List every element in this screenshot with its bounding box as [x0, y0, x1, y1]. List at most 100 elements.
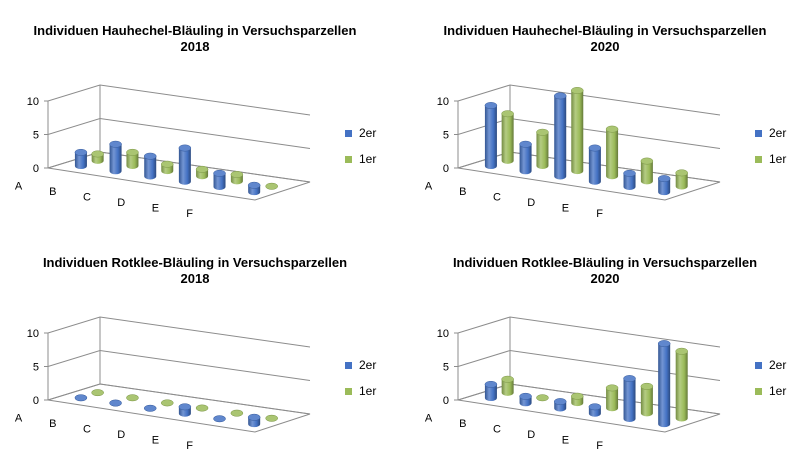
x-tick-label: F: [596, 208, 603, 220]
legend-label: 1er: [359, 152, 376, 166]
chart-panel-3: Individuen Rotklee-Bläuling in Versuchsp…: [15, 255, 377, 452]
bar-1er-D: [195, 404, 209, 412]
x-tick-label: E: [152, 203, 159, 215]
legend-label: 1er: [359, 384, 376, 398]
x-tick-label: E: [152, 435, 159, 447]
x-tick-label: D: [527, 429, 535, 441]
bar-1er-A: [91, 150, 104, 164]
y-tick-label: 0: [33, 163, 39, 175]
bar-1er-E: [640, 157, 654, 185]
x-tick-label: D: [117, 197, 125, 209]
y-tick-label: 5: [443, 130, 449, 142]
bar-2er-B: [519, 140, 532, 175]
y-tick-label: 5: [33, 130, 39, 142]
bar-1er-D: [605, 384, 619, 412]
bar-1er-D: [195, 165, 209, 180]
bar-2er-D: [178, 403, 192, 417]
y-tick-label: 10: [437, 96, 449, 108]
x-tick-label: A: [15, 413, 23, 425]
bar-2er-C: [143, 152, 157, 180]
bar-2er-D: [178, 144, 192, 185]
legend-swatch: [345, 156, 352, 163]
x-tick-label: D: [117, 429, 125, 441]
bar-1er-F: [265, 414, 278, 422]
bar-2er-F: [657, 175, 671, 196]
bar-2er-C: [553, 398, 567, 412]
legend-swatch: [755, 362, 762, 369]
chart-subtitle: 2018: [181, 39, 210, 54]
gridline: [44, 349, 311, 381]
chart-panel-4: Individuen Rotklee-Bläuling in Versuchsp…: [425, 255, 787, 452]
bar-1er-E: [230, 409, 244, 417]
gridline: [454, 316, 721, 348]
chart-title: Individuen Rotklee-Bläuling in Versuchsp…: [43, 255, 347, 270]
chart-subtitle: 2018: [181, 271, 210, 286]
x-tick-label: C: [493, 192, 501, 204]
x-tick-label: E: [562, 203, 569, 215]
legend-label: 2er: [769, 126, 786, 140]
y-tick-label: 10: [27, 96, 39, 108]
bar-2er-B: [519, 392, 532, 407]
bar-2er-D: [588, 403, 602, 417]
bar-2er-F: [657, 340, 671, 428]
bar-2er-E: [623, 169, 636, 190]
legend-label: 2er: [359, 126, 376, 140]
legend-swatch: [345, 130, 352, 137]
bar-1er-A: [501, 110, 514, 164]
y-tick-label: 10: [437, 328, 449, 340]
gridline: [44, 383, 311, 415]
bar-1er-A: [501, 375, 514, 396]
bar-2er-E: [213, 415, 226, 423]
gridline: [454, 84, 721, 116]
gridline: [454, 349, 721, 381]
x-tick-label: B: [459, 186, 466, 198]
bar-2er-F: [247, 413, 261, 428]
bar-1er-D: [605, 125, 619, 180]
legend-swatch: [755, 388, 762, 395]
legend-label: 1er: [769, 384, 786, 398]
x-tick-label: F: [596, 440, 603, 452]
gridline: [44, 84, 311, 116]
x-tick-label: B: [49, 186, 56, 198]
x-tick-label: F: [186, 208, 193, 220]
chart-panel-2: Individuen Hauhechel-Bläuling in Versuch…: [425, 23, 787, 220]
y-tick-label: 0: [33, 395, 39, 407]
legend-swatch: [755, 130, 762, 137]
bar-1er-C: [161, 160, 174, 175]
bar-2er-A: [74, 148, 88, 170]
bar-1er-A: [91, 389, 104, 397]
bar-1er-B: [126, 148, 139, 169]
bar-1er-E: [640, 382, 654, 417]
bar-2er-E: [623, 375, 636, 422]
bar-1er-C: [571, 87, 584, 175]
bar-2er-A: [484, 102, 498, 170]
gridline: [44, 117, 311, 149]
legend-swatch: [345, 362, 352, 369]
y-tick-label: 5: [443, 362, 449, 374]
y-tick-label: 5: [33, 362, 39, 374]
chart-panel-1: Individuen Hauhechel-Bläuling in Versuch…: [15, 23, 377, 220]
bar-2er-D: [588, 144, 602, 185]
x-tick-label: C: [83, 424, 91, 436]
bar-2er-C: [143, 404, 157, 412]
x-tick-label: D: [527, 197, 535, 209]
x-tick-label: A: [15, 181, 23, 193]
legend-swatch: [345, 388, 352, 395]
bar-2er-A: [484, 380, 498, 402]
bar-2er-B: [109, 399, 122, 407]
bar-1er-C: [161, 399, 174, 407]
bar-1er-E: [230, 171, 244, 185]
x-tick-label: A: [425, 413, 433, 425]
legend-swatch: [755, 156, 762, 163]
chart-title: Individuen Hauhechel-Bläuling in Versuch…: [34, 23, 357, 38]
bar-1er-F: [265, 182, 278, 190]
x-tick-label: A: [425, 181, 433, 193]
bar-2er-E: [213, 169, 226, 190]
legend-label: 2er: [359, 358, 376, 372]
y-tick-label: 0: [443, 395, 449, 407]
y-tick-label: 10: [27, 328, 39, 340]
x-tick-label: B: [49, 418, 56, 430]
x-tick-label: E: [562, 435, 569, 447]
